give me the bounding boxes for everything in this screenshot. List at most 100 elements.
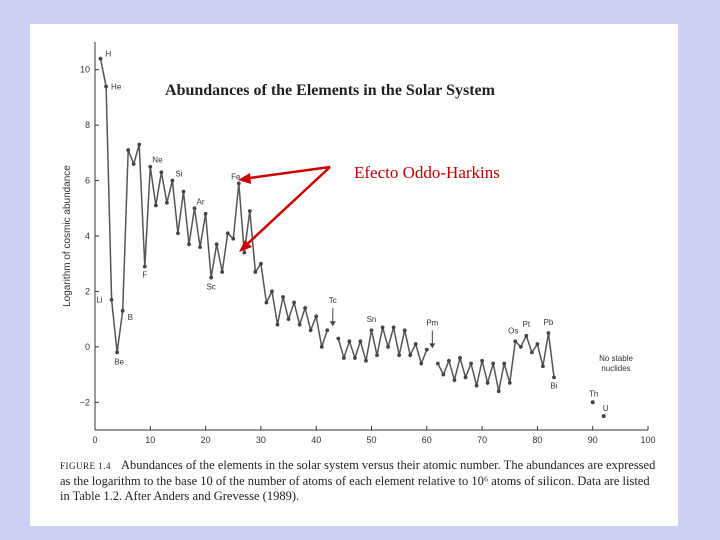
data-point-z5 bbox=[120, 308, 125, 313]
data-point-z81 bbox=[541, 364, 545, 369]
y-axis-title: Logarithm of cosmic abundance bbox=[62, 165, 73, 307]
data-point-z68 bbox=[469, 361, 473, 366]
data-point-z34 bbox=[281, 295, 285, 299]
data-point-z83 bbox=[552, 375, 556, 380]
data-point-z79 bbox=[529, 350, 534, 355]
data-point-z19 bbox=[198, 245, 202, 249]
element-label-h: H bbox=[106, 50, 112, 59]
data-point-z78 bbox=[524, 333, 529, 338]
y-tick-label-0: 0 bbox=[85, 342, 90, 352]
data-point-z53 bbox=[386, 344, 390, 349]
marker-arrowhead-1 bbox=[429, 343, 436, 349]
data-point-z29 bbox=[253, 270, 258, 274]
element-labels: H He Li Be B Ne Si F Ar Fe Sc Tc Sn Pm Os Pt Pb Bi Th U bbox=[96, 50, 609, 414]
data-point-z2 bbox=[104, 84, 108, 89]
data-point-z50 bbox=[369, 328, 374, 333]
x-tick-label-0: 0 bbox=[92, 435, 97, 444]
element-label-u: U bbox=[603, 404, 609, 413]
data-point-z54 bbox=[391, 325, 396, 330]
data-point-z6 bbox=[126, 148, 131, 152]
data-point-z38 bbox=[303, 306, 308, 310]
data-point-z76 bbox=[513, 339, 518, 344]
x-tick-label-10: 10 bbox=[145, 435, 155, 444]
data-point-z55 bbox=[397, 353, 402, 358]
element-label-be: Be bbox=[114, 357, 124, 366]
y-tick-label-8: 8 bbox=[85, 120, 90, 130]
data-point-z65 bbox=[452, 378, 457, 383]
data-point-z31 bbox=[264, 300, 269, 305]
data-point-z56 bbox=[402, 328, 407, 333]
data-point-z48 bbox=[358, 339, 363, 344]
data-point-z41 bbox=[319, 344, 324, 349]
element-label-pt: Pt bbox=[523, 320, 531, 329]
data-point-z27 bbox=[242, 250, 247, 255]
element-label-bi: Bi bbox=[550, 381, 557, 390]
y-tick-label-10: 10 bbox=[80, 65, 90, 75]
data-point-z47 bbox=[353, 356, 357, 360]
data-point-z71 bbox=[485, 380, 490, 385]
annotation-arrow-co bbox=[242, 166, 331, 249]
x-tick-label-80: 80 bbox=[532, 435, 542, 444]
data-point-z7 bbox=[131, 162, 136, 166]
y-tick-label-4: 4 bbox=[85, 231, 90, 241]
element-label-fe: Fe bbox=[231, 172, 241, 181]
data-point-z75 bbox=[507, 380, 512, 385]
data-point-z22 bbox=[214, 242, 219, 247]
data-point-z37 bbox=[297, 322, 302, 327]
data-point-z28 bbox=[247, 209, 252, 213]
data-point-z24 bbox=[225, 231, 230, 236]
annotation-arrowhead-fe bbox=[238, 173, 251, 184]
data-point-u bbox=[601, 414, 606, 419]
abundance-series bbox=[98, 56, 606, 419]
element-label-tc: Tc bbox=[329, 296, 337, 305]
data-point-z82 bbox=[546, 331, 551, 335]
data-point-z36 bbox=[292, 300, 296, 305]
data-point-z60 bbox=[424, 347, 429, 352]
data-point-z14 bbox=[170, 178, 175, 183]
element-label-ne: Ne bbox=[152, 156, 163, 165]
element-label-b: B bbox=[128, 313, 133, 322]
data-point-z59 bbox=[419, 361, 424, 366]
data-point-z4 bbox=[115, 350, 120, 355]
data-point-z69 bbox=[474, 383, 479, 388]
y-tick-label-2: 2 bbox=[85, 286, 90, 296]
element-label-f: F bbox=[142, 270, 147, 279]
data-point-z25 bbox=[231, 236, 236, 241]
slide: Abundances of the Elements in the Solar … bbox=[30, 24, 678, 526]
oddo-harkins-annotation: Efecto Oddo-Harkins bbox=[238, 163, 500, 252]
data-point-z9 bbox=[142, 264, 147, 269]
data-point-z16 bbox=[181, 189, 186, 194]
data-point-z33 bbox=[275, 322, 280, 327]
data-point-z20 bbox=[203, 211, 208, 216]
element-label-pm: Pm bbox=[426, 318, 438, 327]
no-stable-nuclides-note: No stable nuclides bbox=[599, 354, 633, 373]
marker-arrowhead-0 bbox=[329, 321, 336, 327]
figure-caption-text: Abundances of the elements in the solar … bbox=[60, 458, 656, 503]
data-point-z15 bbox=[176, 231, 180, 236]
element-label-os: Os bbox=[508, 326, 518, 335]
data-point-z30 bbox=[259, 261, 263, 266]
element-label-sc: Sc bbox=[206, 283, 215, 292]
data-point-z3 bbox=[109, 297, 114, 302]
data-point-th bbox=[590, 400, 595, 405]
abundance-line bbox=[99, 58, 555, 392]
y-tick-label--2: −2 bbox=[80, 397, 90, 407]
data-point-z67 bbox=[463, 375, 468, 380]
no-stable-nuclides-line1: No stable bbox=[599, 354, 633, 363]
chart-title: Abundances of the Elements in the Solar … bbox=[165, 82, 496, 99]
data-point-z35 bbox=[286, 317, 291, 322]
data-point-z72 bbox=[491, 361, 496, 366]
data-point-z46 bbox=[347, 339, 352, 344]
x-tick-label-100: 100 bbox=[640, 435, 655, 444]
data-point-z21 bbox=[209, 275, 214, 280]
data-point-z8 bbox=[137, 142, 142, 147]
data-point-z42 bbox=[325, 328, 330, 333]
data-point-z10 bbox=[148, 164, 153, 169]
data-point-z63 bbox=[441, 372, 446, 377]
data-point-z32 bbox=[270, 289, 274, 294]
data-point-z70 bbox=[480, 358, 484, 363]
annotation-text: Efecto Oddo-Harkins bbox=[354, 163, 500, 182]
y-tick-label-6: 6 bbox=[85, 176, 90, 186]
x-tick-label-90: 90 bbox=[588, 435, 598, 444]
